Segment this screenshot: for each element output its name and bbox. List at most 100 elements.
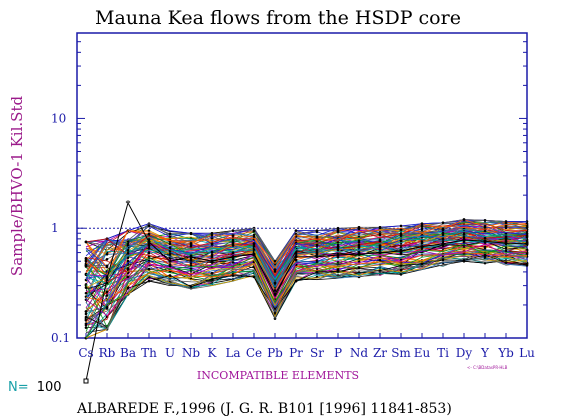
sample-point bbox=[525, 251, 529, 255]
sample-point bbox=[126, 275, 130, 279]
sample-point bbox=[462, 233, 466, 236]
x-tick-label: U bbox=[165, 346, 175, 360]
highlight-point bbox=[273, 292, 277, 296]
x-tick-label: Cs bbox=[78, 346, 93, 360]
sample-series-line bbox=[85, 254, 528, 331]
sample-series-line bbox=[85, 241, 528, 300]
highlight-point bbox=[189, 255, 193, 259]
sample-point bbox=[168, 274, 172, 277]
highlight-series-group: * bbox=[83, 198, 529, 384]
sample-point bbox=[147, 251, 151, 255]
citation: ALBAREDE F.,1996 (J. G. R. B101 [1996] 1… bbox=[76, 401, 452, 417]
file-note: <- C:\BDatasPR-HLB bbox=[467, 365, 508, 370]
sample-series-line bbox=[85, 233, 528, 284]
sample-point bbox=[336, 230, 340, 233]
sample-point bbox=[504, 246, 508, 250]
sample-point bbox=[399, 224, 403, 228]
sample-point bbox=[273, 259, 277, 263]
y-tick-labels: 0.1 1 10 bbox=[51, 111, 70, 345]
sample-point bbox=[504, 238, 508, 242]
highlight-point bbox=[420, 245, 424, 249]
sample-point bbox=[168, 265, 172, 268]
sample-point bbox=[399, 232, 403, 236]
sample-point bbox=[126, 256, 130, 260]
sample-point bbox=[378, 258, 382, 262]
sample-point bbox=[231, 274, 235, 277]
sample-point bbox=[378, 269, 382, 273]
axis-ticks bbox=[77, 32, 528, 339]
sample-point bbox=[147, 229, 151, 232]
sample-point bbox=[336, 226, 340, 230]
plot-frame bbox=[76, 32, 528, 339]
series-group bbox=[84, 218, 529, 340]
sample-point bbox=[420, 225, 424, 228]
highlight-point bbox=[462, 238, 466, 242]
sample-point bbox=[168, 232, 172, 235]
sample-point bbox=[357, 246, 361, 249]
sample-point bbox=[105, 257, 109, 261]
sample-series-line bbox=[85, 243, 528, 317]
sample-point bbox=[504, 232, 508, 236]
highlight-point bbox=[378, 251, 382, 255]
sample-point bbox=[210, 233, 214, 237]
sample-point bbox=[84, 291, 88, 295]
sample-point bbox=[147, 232, 151, 236]
sample-point bbox=[147, 244, 151, 247]
sample-point bbox=[525, 264, 529, 267]
highlight-point bbox=[336, 253, 340, 257]
sample-series-line bbox=[85, 219, 528, 267]
sample-point bbox=[525, 226, 529, 229]
sample-series-line bbox=[85, 234, 528, 292]
x-tick-label: Ba bbox=[120, 346, 136, 360]
sample-point bbox=[84, 264, 88, 267]
sample-point bbox=[231, 229, 235, 232]
sample-point bbox=[84, 286, 88, 289]
sample-point bbox=[441, 233, 445, 237]
sample-point bbox=[231, 242, 235, 246]
x-tick-label: Sm bbox=[391, 346, 411, 360]
x-tick-label: Pr bbox=[289, 346, 303, 360]
x-tick-label: Eu bbox=[414, 346, 431, 360]
sample-point bbox=[399, 264, 403, 267]
highlight-point: * bbox=[125, 198, 131, 210]
sample-point bbox=[210, 253, 214, 257]
sample-point bbox=[84, 240, 88, 244]
sample-point bbox=[294, 252, 298, 255]
sample-point bbox=[378, 225, 382, 229]
sample-point bbox=[462, 259, 466, 262]
sample-point bbox=[84, 310, 88, 313]
sample-point bbox=[84, 312, 88, 316]
sample-point bbox=[420, 227, 424, 231]
sample-point bbox=[294, 258, 298, 262]
sample-point bbox=[315, 248, 319, 252]
sample-point bbox=[504, 249, 508, 253]
highlight-point bbox=[210, 259, 214, 263]
sample-point bbox=[378, 232, 382, 236]
highlight-point bbox=[105, 276, 109, 280]
sample-point bbox=[168, 252, 172, 256]
sample-point bbox=[252, 235, 256, 238]
sample-point bbox=[525, 234, 529, 237]
sample-point bbox=[483, 219, 487, 222]
sample-point bbox=[399, 268, 403, 272]
sample-series-line bbox=[85, 243, 528, 328]
sample-point bbox=[252, 248, 256, 251]
sample-point bbox=[483, 229, 487, 233]
sample-point bbox=[105, 294, 109, 297]
y-tick-label: 1 bbox=[51, 221, 59, 235]
sample-point bbox=[105, 253, 109, 256]
sample-point bbox=[147, 224, 151, 228]
sample-point bbox=[441, 238, 445, 241]
sample-point bbox=[231, 261, 235, 264]
y-tick-label: 0.1 bbox=[51, 331, 70, 345]
sample-count-label: N= bbox=[8, 380, 29, 395]
sample-point bbox=[357, 225, 361, 229]
sample-point bbox=[504, 226, 508, 230]
x-tick-label: Th bbox=[141, 346, 157, 360]
highlight-point bbox=[231, 255, 235, 259]
sample-series-line bbox=[85, 254, 528, 327]
highlight-point bbox=[147, 240, 151, 244]
sample-series-line bbox=[85, 256, 528, 331]
sample-point bbox=[504, 220, 508, 224]
sample-point bbox=[273, 289, 277, 292]
